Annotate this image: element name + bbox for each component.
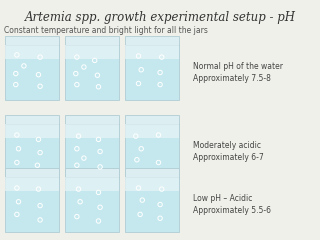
Bar bbox=[65, 168, 119, 177]
Bar bbox=[65, 124, 119, 179]
Bar bbox=[65, 115, 119, 124]
Bar bbox=[5, 45, 59, 100]
Bar bbox=[125, 45, 179, 100]
Bar bbox=[5, 45, 59, 59]
Bar bbox=[125, 124, 179, 179]
Bar bbox=[65, 177, 119, 232]
Bar bbox=[5, 36, 59, 45]
Text: Artemia spp. growth experimental setup - pH: Artemia spp. growth experimental setup -… bbox=[25, 11, 295, 24]
Bar bbox=[5, 177, 59, 232]
Bar bbox=[125, 177, 179, 232]
Bar bbox=[5, 115, 59, 124]
Bar bbox=[125, 168, 179, 177]
Bar bbox=[125, 36, 179, 45]
Text: Constant temperature and bright light for all the jars: Constant temperature and bright light fo… bbox=[4, 26, 208, 35]
Text: Normal pH of the water
Approximately 7.5-8: Normal pH of the water Approximately 7.5… bbox=[193, 62, 283, 83]
Bar bbox=[125, 177, 179, 191]
Bar bbox=[65, 177, 119, 191]
Text: Moderately acidic
Approximately 6-7: Moderately acidic Approximately 6-7 bbox=[193, 141, 264, 162]
Bar bbox=[5, 124, 59, 179]
Bar bbox=[65, 36, 119, 45]
Text: Low pH – Acidic
Approximately 5.5-6: Low pH – Acidic Approximately 5.5-6 bbox=[193, 194, 271, 215]
Bar bbox=[65, 124, 119, 138]
Bar bbox=[5, 168, 59, 177]
Bar bbox=[5, 124, 59, 138]
Bar bbox=[125, 115, 179, 124]
Bar bbox=[65, 45, 119, 59]
Bar bbox=[125, 124, 179, 138]
Bar bbox=[125, 45, 179, 59]
Bar bbox=[65, 45, 119, 100]
Bar bbox=[5, 177, 59, 191]
